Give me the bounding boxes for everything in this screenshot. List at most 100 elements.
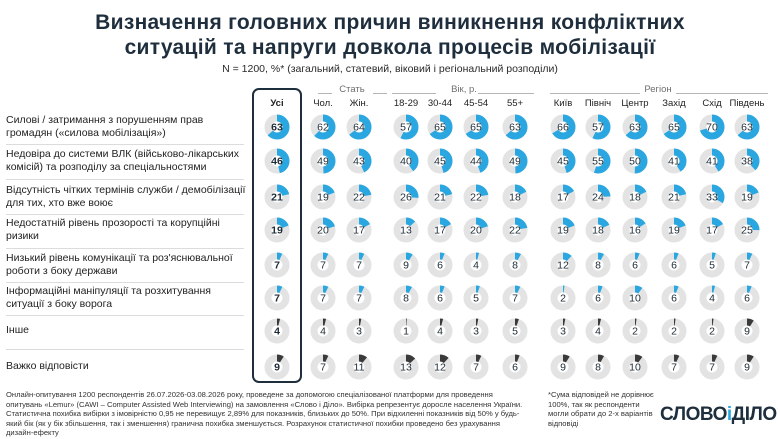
donut-value-arc bbox=[310, 114, 336, 140]
donut-mark: 19 bbox=[310, 184, 336, 210]
donut-value-arc bbox=[502, 285, 528, 311]
donut-mark: 63 bbox=[264, 114, 290, 140]
donut-value-label: 63 bbox=[629, 122, 641, 134]
donut-value-arc bbox=[310, 184, 336, 210]
donut-value-arc bbox=[585, 354, 611, 380]
donut-value-label: 6 bbox=[671, 260, 677, 272]
donut-mark: 7 bbox=[502, 285, 528, 311]
donut-value-label: 55 bbox=[592, 156, 604, 168]
group-age-line-right bbox=[478, 93, 534, 94]
donut-mark: 3 bbox=[550, 318, 576, 344]
donut-value-arc bbox=[550, 354, 576, 380]
donut-value-label: 16 bbox=[629, 225, 641, 237]
donut-value-arc bbox=[264, 285, 290, 311]
logo-word-3: ДІЛО bbox=[731, 404, 777, 425]
donut-value-label: 3 bbox=[356, 326, 362, 338]
donut-value-label: 1 bbox=[403, 326, 409, 338]
donut-value-arc bbox=[427, 285, 453, 311]
donut-value-label: 21 bbox=[271, 192, 283, 204]
row-label: Відсутність чітких термінів служби / дем… bbox=[6, 184, 246, 209]
donut-value-arc bbox=[463, 354, 489, 380]
donut-mark: 43 bbox=[346, 148, 372, 174]
donut-mark: 6 bbox=[661, 285, 687, 311]
donut-mark: 49 bbox=[502, 148, 528, 174]
donut-mark: 6 bbox=[427, 252, 453, 278]
donut-value-label: 4 bbox=[274, 326, 280, 338]
row-label: Недостатній рівень прозорості та корупці… bbox=[6, 217, 220, 242]
group-sex-line-right bbox=[373, 93, 387, 94]
donut-mark: 18 bbox=[622, 184, 648, 210]
donut-value-label: 9 bbox=[744, 362, 750, 374]
donut-value-arc bbox=[502, 217, 528, 243]
column-header: Північ bbox=[584, 98, 612, 109]
column-header: Центр bbox=[621, 98, 649, 109]
logo-word-2: і bbox=[726, 404, 732, 425]
donut-value-label: 6 bbox=[632, 260, 638, 272]
donut-value-arc bbox=[346, 285, 372, 311]
donut-value-label: 8 bbox=[595, 260, 601, 272]
donut-value-arc bbox=[550, 252, 576, 278]
donut-mark: 21 bbox=[661, 184, 687, 210]
row-separator bbox=[6, 214, 244, 215]
donut-value-arc bbox=[699, 184, 725, 210]
donut-value-label: 41 bbox=[706, 156, 718, 168]
donut-value-arc bbox=[427, 148, 453, 174]
donut-value-arc bbox=[550, 114, 576, 140]
donut-value-arc bbox=[661, 354, 687, 380]
donut-value-arc bbox=[393, 114, 419, 140]
donut-value-arc bbox=[264, 354, 290, 380]
donut-mark: 8 bbox=[585, 252, 611, 278]
donut-mark: 4 bbox=[585, 318, 611, 344]
donut-mark: 38 bbox=[734, 148, 760, 174]
donut-value-label: 7 bbox=[473, 362, 479, 374]
donut-value-label: 3 bbox=[473, 326, 479, 338]
donut-value-arc bbox=[502, 318, 528, 344]
donut-value-arc bbox=[550, 217, 576, 243]
donut-mark: 7 bbox=[264, 252, 290, 278]
donut-value-label: 18 bbox=[592, 225, 604, 237]
donut-value-label: 3 bbox=[560, 326, 566, 338]
donut-mark: 6 bbox=[661, 252, 687, 278]
donut-value-arc bbox=[463, 148, 489, 174]
donut-value-arc bbox=[427, 318, 453, 344]
donut-value-arc bbox=[310, 318, 336, 344]
donut-value-label: 46 bbox=[271, 156, 283, 168]
donut-value-label: 7 bbox=[709, 362, 715, 374]
donut-value-arc bbox=[502, 354, 528, 380]
donut-value-arc bbox=[734, 252, 760, 278]
donut-value-label: 7 bbox=[274, 293, 280, 305]
donut-mark: 12 bbox=[550, 252, 576, 278]
donut-value-arc bbox=[463, 217, 489, 243]
donut-value-arc bbox=[502, 252, 528, 278]
donut-value-label: 17 bbox=[434, 225, 446, 237]
row-separator bbox=[6, 349, 244, 350]
donut-mark: 10 bbox=[622, 285, 648, 311]
donut-mark: 3 bbox=[346, 318, 372, 344]
donut-value-label: 6 bbox=[512, 362, 518, 374]
donut-value-label: 21 bbox=[668, 192, 680, 204]
donut-value-label: 57 bbox=[400, 122, 412, 134]
column-header: 55+ bbox=[506, 98, 524, 109]
column-header: 45-54 bbox=[463, 98, 489, 109]
donut-mark: 45 bbox=[550, 148, 576, 174]
donut-value-label: 70 bbox=[706, 122, 718, 134]
donut-mark: 5 bbox=[463, 285, 489, 311]
donut-mark: 5 bbox=[502, 318, 528, 344]
donut-value-arc bbox=[310, 217, 336, 243]
donut-mark: 41 bbox=[661, 148, 687, 174]
donut-value-arc bbox=[622, 318, 648, 344]
methodology-footnote: Онлайн-опитування 1200 респондентів 26.0… bbox=[6, 390, 523, 438]
donut-mark: 7 bbox=[463, 354, 489, 380]
donut-value-arc bbox=[661, 148, 687, 174]
donut-value-label: 20 bbox=[317, 225, 329, 237]
column-header: Усі bbox=[270, 98, 284, 109]
donut-value-arc bbox=[427, 114, 453, 140]
donut-value-label: 6 bbox=[595, 293, 601, 305]
donut-mark: 2 bbox=[622, 318, 648, 344]
donut-mark: 10 bbox=[622, 354, 648, 380]
donut-mark: 63 bbox=[734, 114, 760, 140]
donut-value-arc bbox=[585, 285, 611, 311]
donut-value-label: 19 bbox=[317, 192, 329, 204]
donut-mark: 9 bbox=[264, 354, 290, 380]
donut-value-arc bbox=[734, 114, 760, 140]
